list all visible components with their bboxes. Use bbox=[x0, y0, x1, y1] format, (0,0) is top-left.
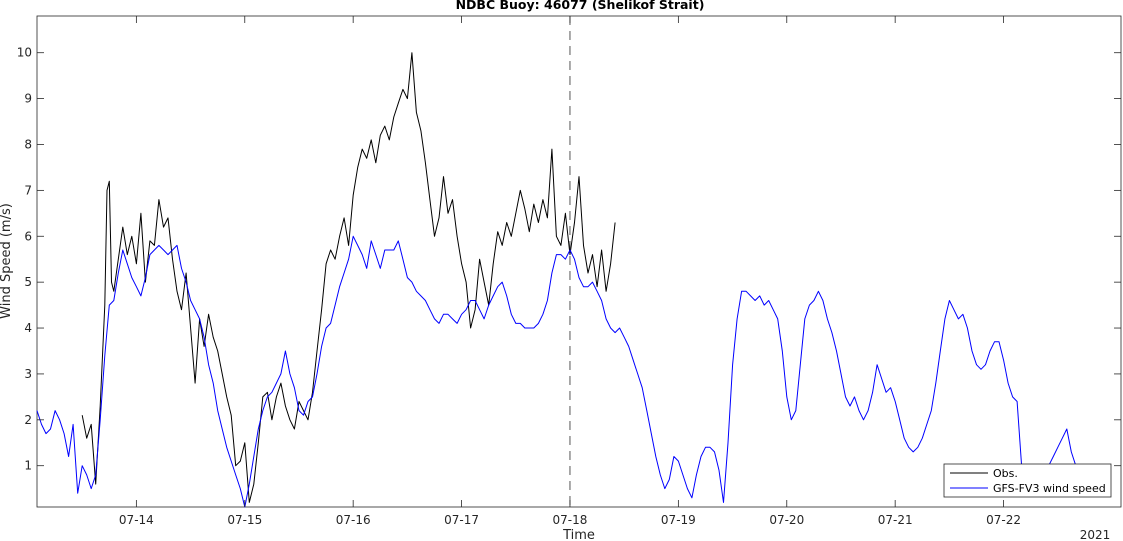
axis-ticks: 07-14 07-15 07-16 07-17 07-18 07-19 07-20 07-21… bbox=[17, 16, 1121, 527]
gfs-fv3-series-line bbox=[36, 235, 1081, 508]
obs-series-line bbox=[81, 52, 616, 503]
legend: Obs. GFS-FV3 wind speed bbox=[943, 463, 1112, 498]
x-tick-label: 07-15 bbox=[227, 513, 262, 527]
x-tick-label: 07-16 bbox=[336, 513, 371, 527]
y-tick-label: 4 bbox=[24, 321, 32, 335]
x-tick-label: 07-21 bbox=[878, 513, 913, 527]
y-axis-label: Wind Speed (m/s) bbox=[0, 203, 14, 319]
y-tick-label: 3 bbox=[24, 367, 32, 381]
plot-area bbox=[36, 15, 1122, 508]
x-tick-label: 07-17 bbox=[444, 513, 479, 527]
x-axis-label: Time bbox=[562, 528, 595, 541]
x-tick-label: 07-22 bbox=[986, 513, 1021, 527]
y-tick-label: 2 bbox=[24, 413, 32, 427]
legend-entry-gfs: GFS-FV3 wind speed bbox=[993, 482, 1106, 495]
x-tick-label: 07-18 bbox=[553, 513, 588, 527]
year-label: 2021 bbox=[1080, 528, 1111, 541]
y-tick-label: 6 bbox=[24, 229, 32, 243]
y-tick-label: 10 bbox=[17, 46, 32, 60]
y-tick-label: 1 bbox=[24, 459, 32, 473]
y-tick-label: 8 bbox=[24, 137, 32, 151]
plot-frame bbox=[36, 15, 1122, 508]
x-tick-label: 07-20 bbox=[769, 513, 804, 527]
y-tick-label: 7 bbox=[24, 183, 32, 197]
y-tick-label: 9 bbox=[24, 92, 32, 106]
legend-entry-obs: Obs. bbox=[993, 467, 1018, 480]
series-group bbox=[36, 52, 1081, 508]
chart-title: NDBC Buoy: 46077 (Shelikof Strait) bbox=[456, 0, 705, 12]
y-tick-label: 5 bbox=[24, 275, 32, 289]
x-tick-label: 07-19 bbox=[661, 513, 696, 527]
legend-box bbox=[943, 463, 1112, 498]
x-tick-label: 07-14 bbox=[119, 513, 154, 527]
